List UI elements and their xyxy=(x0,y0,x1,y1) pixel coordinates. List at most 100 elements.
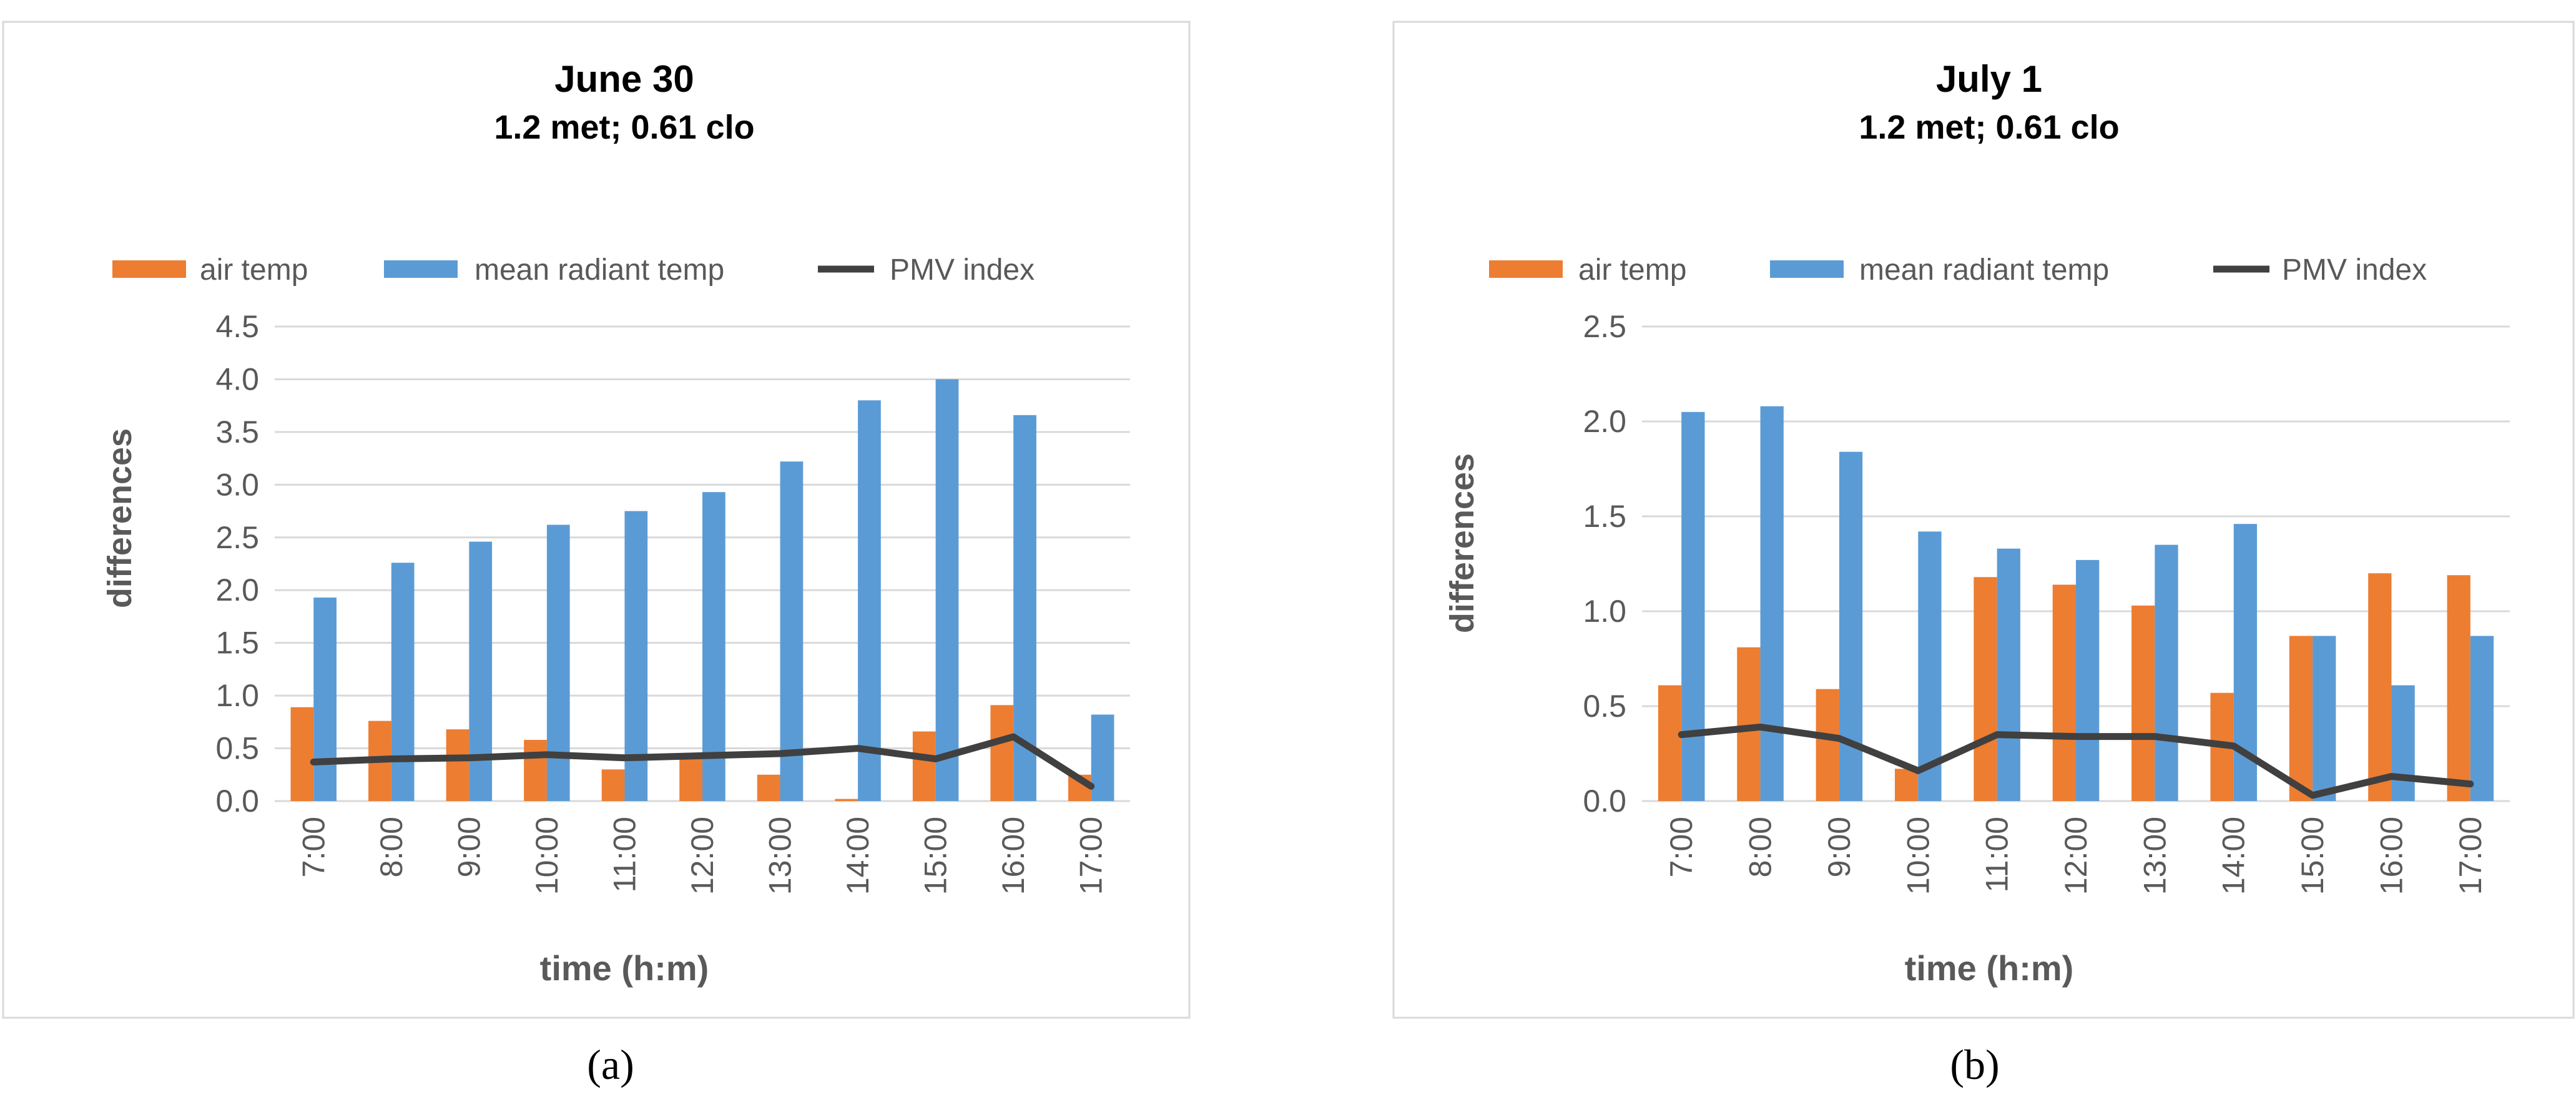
chart-b-legend-mrt-swatch xyxy=(1770,260,1844,278)
chart-b-bar-air-temp xyxy=(1658,685,1682,801)
chart-b-bar-air-temp xyxy=(1816,689,1839,801)
chart-b-pmv-index-point xyxy=(2312,794,2314,796)
chart-a-pmv-line xyxy=(310,733,1095,790)
chart-a-bar-mean-radiant-temp xyxy=(780,461,804,801)
chart-a-x-tick-label: 11:00 xyxy=(607,817,642,892)
chart-a-bar-mean-radiant-temp xyxy=(1091,714,1114,801)
chart-a-legend-pmv: PMV index xyxy=(890,253,1035,287)
chart-b-pmv-index-point xyxy=(1759,726,1761,728)
chart-a-bar-air-temp xyxy=(601,769,625,801)
chart-a-bar-air-temp xyxy=(524,740,547,801)
chart-a-pmv-index-point xyxy=(546,754,548,755)
chart-a-legend-mrt: mean radiant temp xyxy=(474,253,724,287)
chart-b-x-tick-label: 7:00 xyxy=(1664,817,1699,877)
chart-a-frame xyxy=(2,21,1191,1019)
chart-a-legend: air temp mean radiant temp PMV index xyxy=(112,253,1035,287)
chart-a-y-tick-label: 2.5 xyxy=(215,520,259,555)
chart-b-pmv-index-point xyxy=(2469,783,2471,785)
chart-a-y-tick-label: 1.0 xyxy=(215,678,259,713)
chart-a-title: June 30 xyxy=(554,58,694,100)
chart-a-bar-air-temp xyxy=(912,731,936,801)
chart-a-legend-air-temp-swatch xyxy=(112,260,186,278)
chart-a-bar-mean-radiant-temp xyxy=(391,563,415,801)
chart-a-legend-mrt-swatch xyxy=(384,260,458,278)
chart-b-bar-air-temp xyxy=(2052,584,2076,801)
chart-a-x-tick-label: 16:00 xyxy=(996,817,1031,895)
chart-b-x-tick-label: 12:00 xyxy=(2058,817,2093,895)
chart-b-y-tick-label: 2.5 xyxy=(1583,309,1626,344)
chart-a-bar-mean-radiant-temp xyxy=(858,400,881,801)
chart-a-x-tick-label: 8:00 xyxy=(374,817,409,877)
chart-a-pmv-index-point xyxy=(935,758,937,760)
chart-a-x-tick-label: 17:00 xyxy=(1074,817,1109,895)
chart-b-y-tick-labels: 0.0 0.5 1.0 1.5 2.0 2.5 xyxy=(1583,309,1626,819)
chart-a-x-tick-label: 9:00 xyxy=(451,817,486,877)
chart-b-x-tick-label: 14:00 xyxy=(2216,817,2251,895)
chart-b-legend-mrt: mean radiant temp xyxy=(1859,253,2109,287)
chart-a-y-axis-title: differences xyxy=(101,428,139,608)
chart-b-pmv-line xyxy=(1678,723,2474,799)
chart-a-subtitle: 1.2 met; 0.61 clo xyxy=(494,109,754,146)
chart-a-pmv-index-point xyxy=(779,753,781,754)
chart-a-pmv-index-point xyxy=(702,755,703,757)
chart-a-y-tick-label: 3.5 xyxy=(215,415,259,450)
chart-a-y-tick-label: 4.0 xyxy=(215,362,259,396)
chart-b-y-tick-label: 1.5 xyxy=(1583,499,1626,534)
chart-b-bar-air-temp xyxy=(2368,573,2392,801)
chart-b-legend-pmv: PMV index xyxy=(2282,253,2427,287)
chart-b-y-axis-title: differences xyxy=(1443,453,1481,633)
chart-b-bars xyxy=(1658,406,2494,801)
chart-a-y-tick-label: 0.5 xyxy=(215,731,259,766)
chart-a-bar-mean-radiant-temp xyxy=(702,492,725,801)
chart-a-pmv-index-point xyxy=(857,747,859,749)
chart-a-y-tick-label: 2.0 xyxy=(215,573,259,608)
chart-b-x-tick-label: 8:00 xyxy=(1743,817,1778,877)
chart-b-pmv-index-point xyxy=(1917,770,1919,772)
chart-b-y-tick-label: 0.5 xyxy=(1583,689,1626,724)
chart-a-y-tick-label: 0.0 xyxy=(215,784,259,819)
chart-b-title: July 1 xyxy=(1936,58,2042,100)
chart-b-bar-mean-radiant-temp xyxy=(2155,544,2178,801)
chart-a-bar-air-temp xyxy=(757,774,780,801)
chart-a-x-tick-labels: 7:00 8:00 9:00 10:00 11:00 12:00 13:00 14:00 15:… xyxy=(296,817,1108,895)
chart-a-bar-mean-radiant-temp xyxy=(469,541,493,801)
chart-b-bar-mean-radiant-temp xyxy=(1760,406,1784,801)
chart-b-x-tick-label: 9:00 xyxy=(1822,817,1857,877)
chart-b-x-tick-labels: 7:00 8:00 9:00 10:00 11:00 12:00 13:00 14:00 15:… xyxy=(1664,817,2488,895)
chart-a-pmv-index-point xyxy=(390,758,392,760)
chart-a-x-tick-label: 13:00 xyxy=(763,817,798,895)
chart-a-bar-mean-radiant-temp xyxy=(624,511,648,801)
chart-b-x-tick-label: 17:00 xyxy=(2453,817,2488,895)
chart-b-subtitle: 1.2 met; 0.61 clo xyxy=(1859,109,2119,146)
chart-a-bar-air-temp xyxy=(446,729,469,801)
chart-a-caption: (a) xyxy=(587,1041,634,1088)
chart-b-bar-air-temp xyxy=(2447,575,2470,801)
chart-b-bar-air-temp xyxy=(1894,769,1919,801)
chart-b-bar-mean-radiant-temp xyxy=(1997,548,2020,801)
chart-a-bar-mean-radiant-temp xyxy=(935,379,959,801)
chart-b-x-axis-title: time (h:m) xyxy=(1905,948,2074,988)
chart-b-pmv-index-point xyxy=(2391,775,2392,777)
chart-b-legend-air-temp-swatch xyxy=(1489,260,1563,278)
chart-b-caption: (b) xyxy=(1950,1041,1999,1088)
chart-a-legend-air-temp: air temp xyxy=(200,253,308,287)
chart-b-x-tick-label: 10:00 xyxy=(1900,817,1935,895)
chart-b-y-tick-label: 2.0 xyxy=(1583,404,1626,439)
chart-a-y-tick-labels: 0.0 0.5 1.0 1.5 2.0 2.5 3.0 3.5 4.0 4.5 xyxy=(215,309,259,819)
chart-a-pmv-index-point xyxy=(468,757,470,759)
chart-a-x-tick-label: 15:00 xyxy=(918,817,953,895)
chart-b-x-tick-label: 16:00 xyxy=(2374,817,2409,895)
chart-a-pmv-index-point xyxy=(624,757,626,759)
chart-b-bar-mean-radiant-temp xyxy=(2391,685,2415,801)
chart-b: July 1 1.2 met; 0.61 clo air temp mean r… xyxy=(1392,21,2575,1019)
chart-b-bar-air-temp xyxy=(2289,636,2313,801)
chart-b-legend: air temp mean radiant temp PMV index xyxy=(1489,253,2427,287)
chart-b-bar-mean-radiant-temp xyxy=(1681,411,1705,801)
chart-a-bar-air-temp xyxy=(990,705,1014,801)
chart-a-pmv-index-point xyxy=(1090,785,1092,787)
chart-b-pmv-index-point xyxy=(1838,737,1840,739)
chart-a-bar-air-temp xyxy=(290,707,314,801)
chart-b-frame xyxy=(1392,21,2575,1019)
chart-a-bar-air-temp xyxy=(679,755,702,801)
